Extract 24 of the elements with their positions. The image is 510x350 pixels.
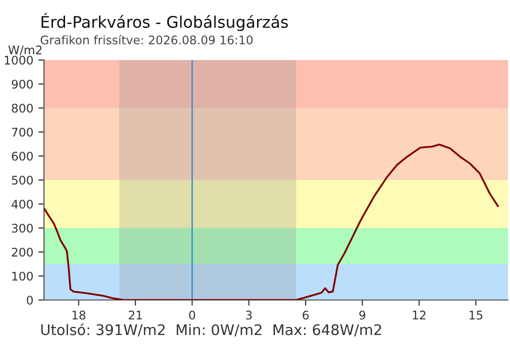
y-tick-label: 0 <box>26 296 33 305</box>
x-tick-label: 12 <box>412 310 426 320</box>
y-tick-label: 500 <box>12 176 33 185</box>
x-tick-label: 9 <box>359 310 366 320</box>
y-tick-label: 400 <box>12 200 33 209</box>
x-tick-label: 21 <box>128 310 142 320</box>
line-series <box>44 144 499 300</box>
y-axis-title: W/m2 <box>8 45 42 56</box>
x-tick-label: 0 <box>189 310 196 320</box>
y-tick-label: 700 <box>12 128 33 137</box>
x-tick-label: 18 <box>72 310 86 320</box>
x-tick-label: 15 <box>470 310 482 320</box>
y-tick-label: 900 <box>12 80 33 89</box>
y-tick-label: 300 <box>12 224 33 233</box>
text: Utolsó: 391W/m2 Min: 0W/m2 Max: 648W/m2 <box>41 323 382 336</box>
y-tick-label: 600 <box>12 152 33 161</box>
x-tick-label: 3 <box>246 310 252 320</box>
chart-title: Érd-Parkváros - Globálsugárzás <box>42 12 288 32</box>
x-tick-label: 6 <box>302 310 309 320</box>
y-tick-label: 800 <box>12 104 33 113</box>
y-tick-label: 1000 <box>4 56 33 65</box>
chart-subtitle: Grafikon frissítve: 2026.08.09 16:10 <box>40 34 253 44</box>
y-tick-label: 100 <box>12 272 33 281</box>
y-tick-label: 200 <box>12 248 33 257</box>
